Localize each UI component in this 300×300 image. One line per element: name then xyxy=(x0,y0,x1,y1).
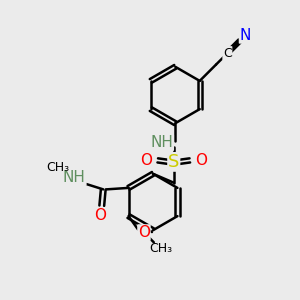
Text: O: O xyxy=(195,153,207,168)
Text: NH: NH xyxy=(63,170,86,185)
Text: O: O xyxy=(94,208,106,223)
Text: O: O xyxy=(138,225,150,240)
Text: S: S xyxy=(168,153,179,171)
Text: CH₃: CH₃ xyxy=(46,160,70,174)
Text: CH₃: CH₃ xyxy=(149,242,172,255)
Text: C: C xyxy=(223,47,232,60)
Text: NH: NH xyxy=(151,135,173,150)
Text: N: N xyxy=(239,28,251,43)
Text: O: O xyxy=(140,153,152,168)
